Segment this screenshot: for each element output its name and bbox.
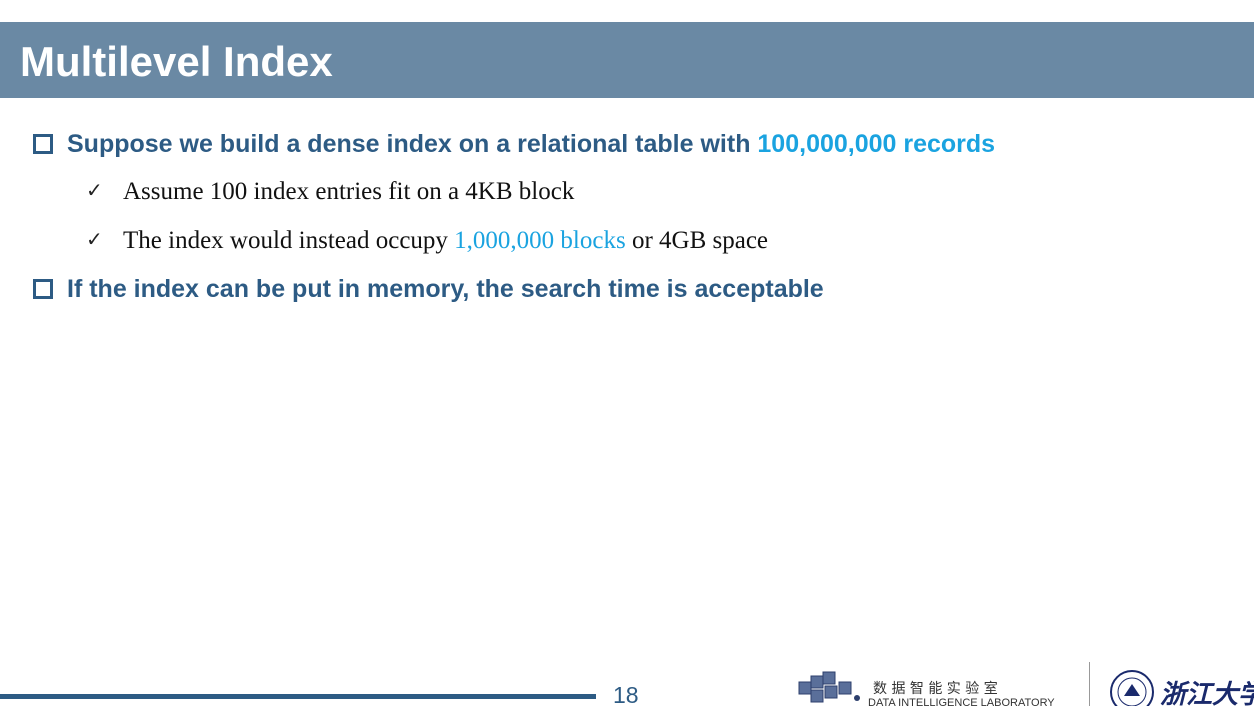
- sub-bullet-text: Assume 100 index entries fit on a 4KB bl…: [123, 178, 575, 205]
- university-name: 浙江大学: [1160, 680, 1254, 710]
- sub-bullet-text: or 4GB space: [625, 227, 769, 254]
- bullet-box: [33, 279, 53, 299]
- bullet-text: If the index can be put in memory, the s…: [67, 275, 824, 303]
- bullet-text: Suppose we build a dense index on a rela…: [67, 130, 758, 158]
- bullet: Suppose we build a dense index on a rela…: [67, 129, 995, 159]
- check-mark: ✓: [86, 178, 103, 202]
- bullet-box: [33, 134, 53, 154]
- sub-bullet: Assume 100 index entries fit on a 4KB bl…: [123, 177, 574, 207]
- check-mark: ✓: [86, 227, 103, 251]
- header-band: [0, 22, 1254, 98]
- lab-logo: [798, 671, 860, 703]
- bullet-highlight: 100,000,000 records: [757, 130, 996, 158]
- sub-bullet: The index would instead occupy 1,000,000…: [123, 226, 768, 256]
- lab-name-en: DATA INTELLIGENCE LABORATORY: [868, 697, 1055, 709]
- sub-bullet-text: The index would instead occupy: [123, 227, 455, 254]
- page-number: 18: [613, 682, 639, 708]
- slide-title: Multilevel Index: [20, 38, 333, 85]
- footer-divider: [1089, 662, 1090, 706]
- lab-name-cn: 数 据 智 能 实 验 室: [873, 681, 998, 697]
- sub-bullet-highlight: 1,000,000 blocks: [454, 227, 626, 254]
- footer-rule: [0, 694, 596, 699]
- bullet: If the index can be put in memory, the s…: [67, 274, 824, 304]
- university-emblem: [1110, 670, 1154, 706]
